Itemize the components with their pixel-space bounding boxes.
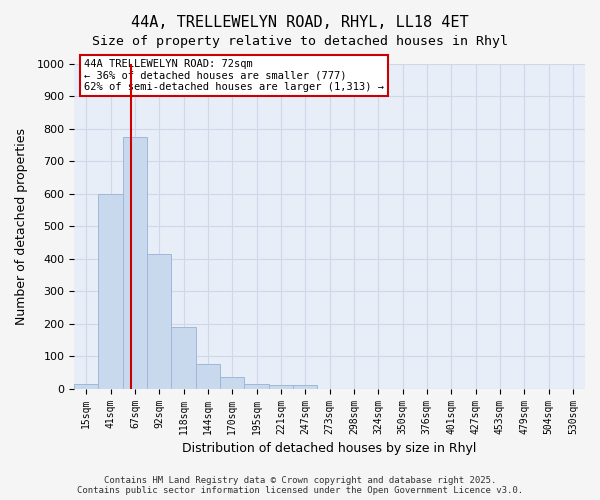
Y-axis label: Number of detached properties: Number of detached properties xyxy=(15,128,28,325)
Bar xyxy=(123,137,147,388)
Bar xyxy=(147,254,172,388)
Text: 44A, TRELLEWELYN ROAD, RHYL, LL18 4ET: 44A, TRELLEWELYN ROAD, RHYL, LL18 4ET xyxy=(131,15,469,30)
Bar xyxy=(172,327,196,388)
Text: Size of property relative to detached houses in Rhyl: Size of property relative to detached ho… xyxy=(92,35,508,48)
Bar xyxy=(74,384,98,388)
Bar xyxy=(293,385,317,388)
Bar xyxy=(196,364,220,388)
Text: 44A TRELLEWELYN ROAD: 72sqm
← 36% of detached houses are smaller (777)
62% of se: 44A TRELLEWELYN ROAD: 72sqm ← 36% of det… xyxy=(84,59,384,92)
X-axis label: Distribution of detached houses by size in Rhyl: Distribution of detached houses by size … xyxy=(182,442,477,455)
Bar xyxy=(98,194,123,388)
Text: Contains HM Land Registry data © Crown copyright and database right 2025.
Contai: Contains HM Land Registry data © Crown c… xyxy=(77,476,523,495)
Bar xyxy=(244,384,269,388)
Bar xyxy=(269,386,293,388)
Bar xyxy=(220,378,244,388)
